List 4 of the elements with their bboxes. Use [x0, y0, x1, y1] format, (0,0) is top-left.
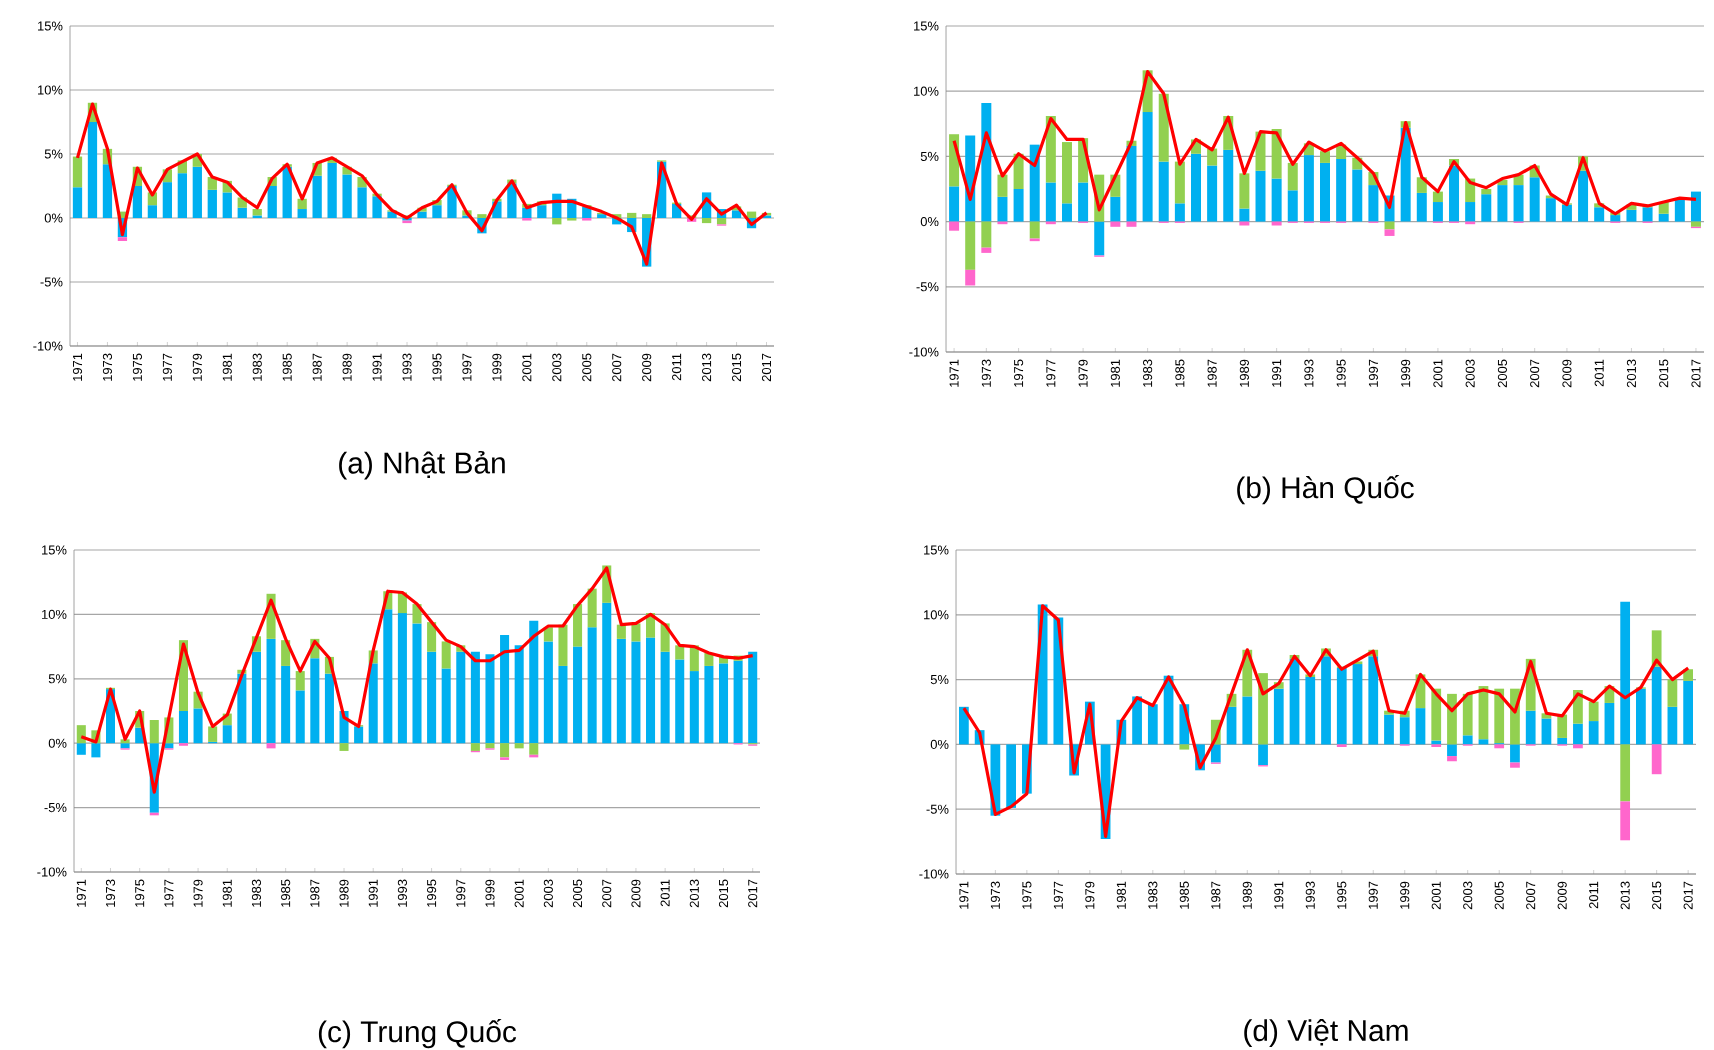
text: (d) Việt Nam: [1244, 1019, 1408, 1048]
text: (c) Trung Quốc: [318, 1019, 517, 1049]
text: (a) Nhật Bản: [339, 451, 505, 480]
text: (b) Hàn Quốc: [1237, 475, 1414, 505]
